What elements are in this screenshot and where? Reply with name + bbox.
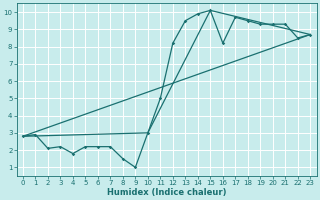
X-axis label: Humidex (Indice chaleur): Humidex (Indice chaleur)	[107, 188, 226, 197]
